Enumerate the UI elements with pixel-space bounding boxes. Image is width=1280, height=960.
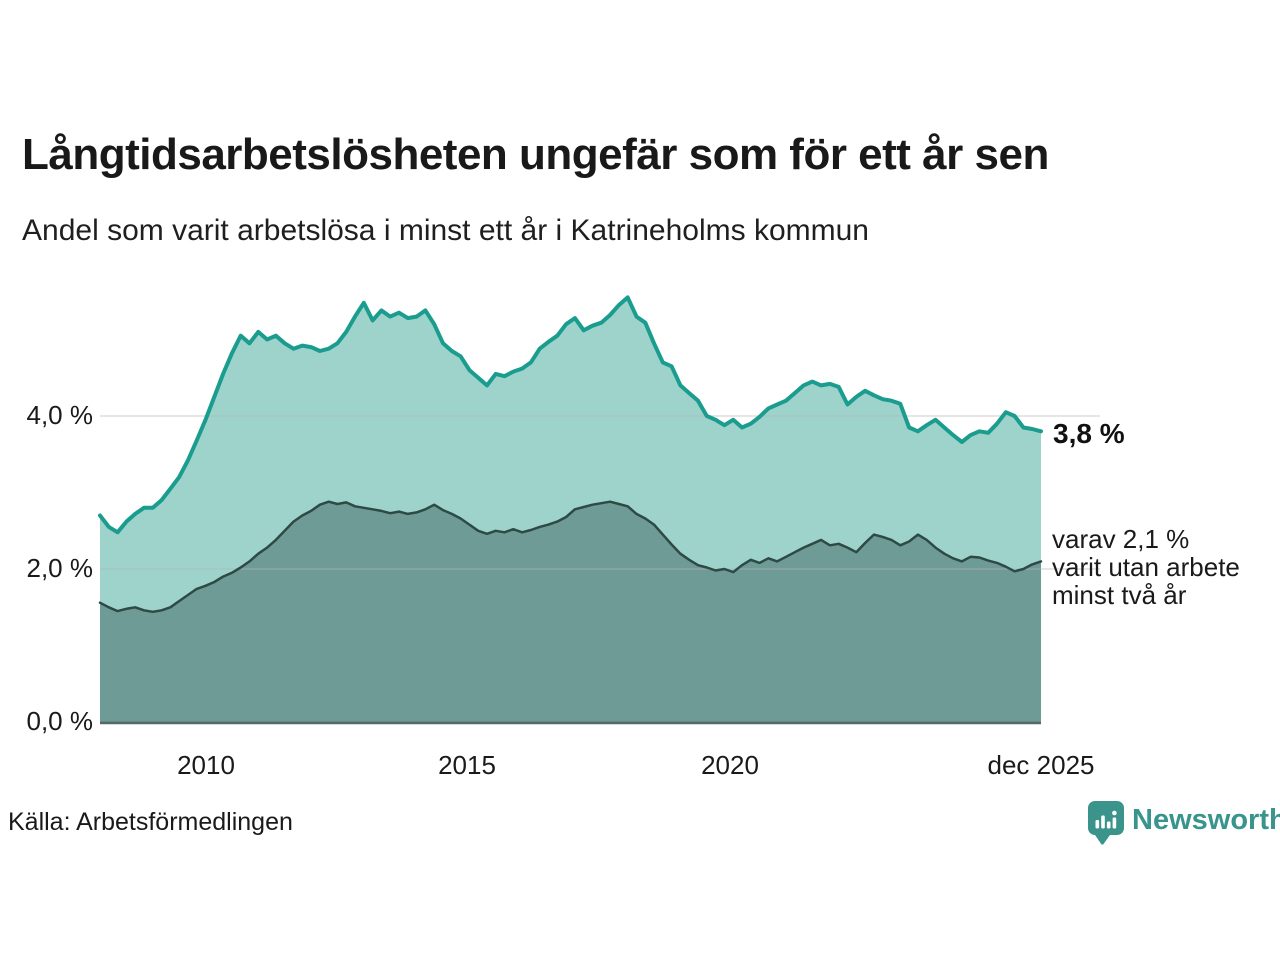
y-axis-tick-2: 2,0 % bbox=[26, 553, 94, 583]
newsworthy-bubble-chart-icon bbox=[1088, 801, 1124, 845]
brand-logo: Newsworthy bbox=[1088, 801, 1280, 845]
x-axis-tick-2015: 2015 bbox=[438, 750, 496, 780]
latest-value-subset-label: varav 2,1 % varit utan arbete minst två … bbox=[1052, 525, 1240, 609]
series-line-0 bbox=[98, 295, 1043, 535]
source-note: Källa: Arbetsförmedlingen bbox=[8, 808, 293, 836]
x-axis-tick-2010: 2010 bbox=[177, 750, 235, 780]
x-axis-tick-2020: 2020 bbox=[701, 750, 759, 780]
page-subtitle: Andel som varit arbetslösa i minst ett å… bbox=[22, 214, 869, 247]
latest-value-total-label: 3,8 % bbox=[1053, 418, 1125, 449]
y-axis-tick-4: 4,0 % bbox=[26, 400, 94, 430]
series-line-1 bbox=[98, 500, 1043, 614]
subset-label-line2: varit utan arbete bbox=[1052, 552, 1240, 582]
area-fill-1 bbox=[100, 501, 1041, 722]
subset-label-line1: varav 2,1 % bbox=[1052, 524, 1190, 554]
x-axis-tick-dec-2025: dec 2025 bbox=[987, 750, 1095, 780]
y-axis-tick-0: 0,0 % bbox=[26, 706, 94, 736]
subset-label-line3: minst två år bbox=[1052, 580, 1187, 610]
brand-name: Newsworthy bbox=[1132, 804, 1280, 836]
page-title: Långtidsarbetslösheten ungefär som för e… bbox=[22, 130, 1049, 179]
